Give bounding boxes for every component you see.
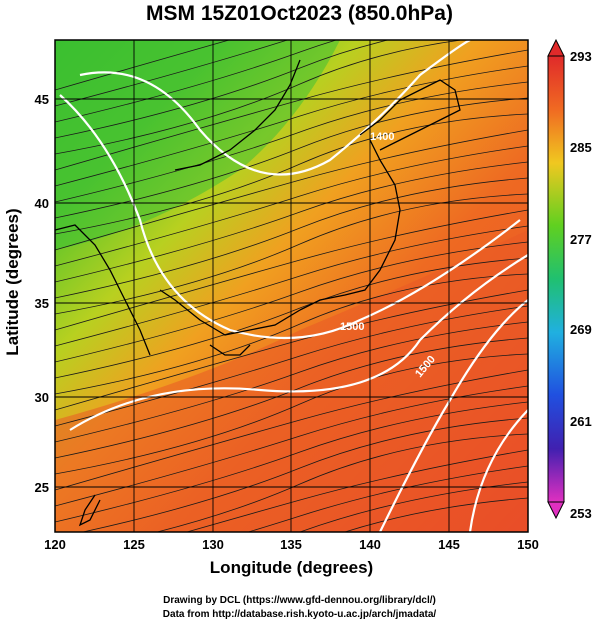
lat-lon-grid: [55, 40, 528, 532]
colorbar-tick-label: 269: [570, 322, 592, 337]
y-tick-label: 40: [35, 196, 49, 211]
colorbar-tick-label: 293: [570, 49, 592, 64]
colorbar-gradient: [547, 55, 565, 503]
contour-label: 1500: [340, 321, 364, 333]
coastlines: [55, 59, 461, 527]
warm-region: [55, 230, 528, 532]
x-tick-label: 150: [517, 537, 539, 552]
colorbar-tick-label: 253: [570, 506, 592, 521]
colorbar: 293 285 277 269 261 253: [547, 38, 592, 521]
y-tick-label: 25: [35, 480, 49, 495]
map-title: MSM 15Z01Oct2023 (850.0hPa): [146, 2, 453, 25]
colorbar-top-arrow: [547, 38, 565, 57]
x-tick-label: 145: [438, 537, 460, 552]
colorbar-bottom-arrow: [547, 501, 565, 520]
x-tick-label: 135: [280, 537, 302, 552]
y-tick-label: 45: [35, 92, 49, 107]
x-tick-label: 140: [359, 537, 381, 552]
y-axis: 25 30 35 40 45: [35, 92, 49, 495]
colorbar-tick-label: 285: [570, 140, 592, 155]
x-axis: 120 125 130 135 140 145 150: [44, 537, 539, 552]
x-tick-label: 120: [44, 537, 66, 552]
x-tick-label: 125: [123, 537, 145, 552]
y-tick-label: 35: [35, 296, 49, 311]
x-axis-label: Longitude (degrees): [209, 558, 374, 577]
drawing-credit: Drawing by DCL (https://www.gfd-dennou.o…: [163, 595, 436, 606]
y-tick-label: 30: [35, 390, 49, 405]
cool-region: [55, 40, 340, 250]
colorbar-tick-label: 261: [570, 414, 592, 429]
contour-label: 1400: [370, 131, 394, 143]
data-credit: Data from http://database.rish.kyoto-u.a…: [162, 609, 437, 620]
colorbar-tick-label: 277: [570, 232, 592, 247]
wind-streamlines: [55, 40, 528, 532]
x-tick-label: 130: [202, 537, 224, 552]
map-figure: 1400 1500 1500 120 125 130 135 140 145 1…: [35, 38, 592, 552]
map-frame: [54, 39, 529, 533]
